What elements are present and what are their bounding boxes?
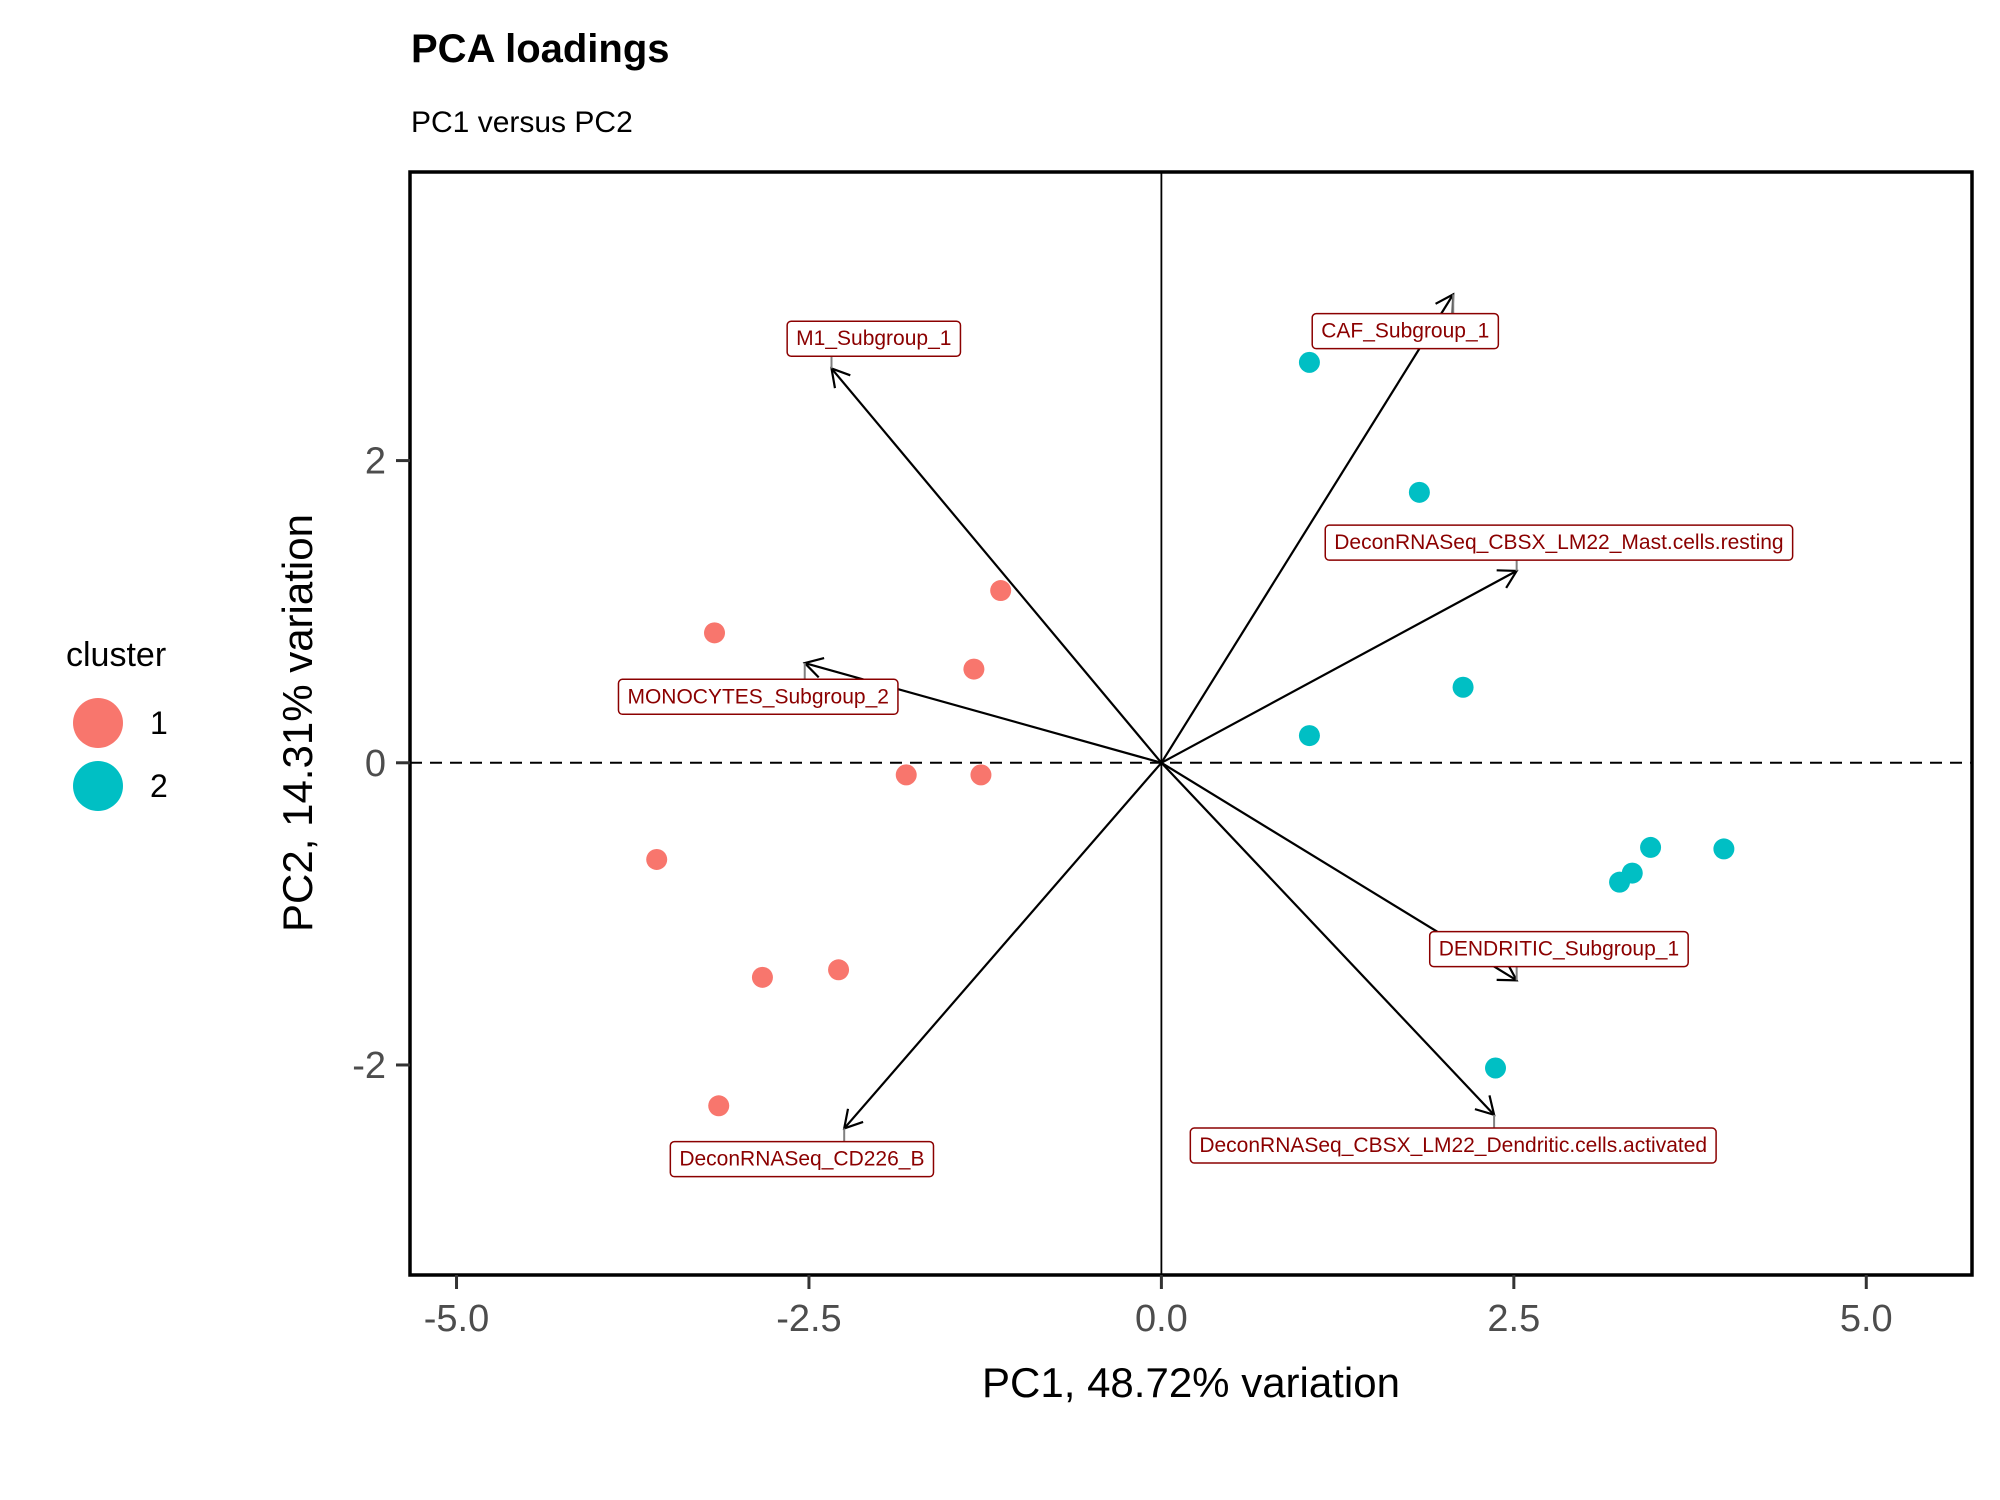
loading-label: DeconRNASeq_CD226_B xyxy=(669,1128,935,1178)
loading-label: M1_Subgroup_1 xyxy=(786,320,962,369)
chart-subtitle: PC1 versus PC2 xyxy=(411,106,633,139)
loading-labels: M1_Subgroup_1 CAF_Subgroup_1 DeconRNASeq_C… xyxy=(617,294,1794,1178)
cluster-1-point xyxy=(895,764,917,786)
loading-arrow-line xyxy=(1160,293,1455,764)
legend-key-2 xyxy=(73,761,123,811)
loading-label-text: DeconRNASeq_CBSX_LM22_Dendritic.cells.ac… xyxy=(1199,1134,1707,1157)
cluster-2-point xyxy=(1298,725,1320,747)
loading-arrow-line xyxy=(1160,762,1495,1116)
cluster-2-point xyxy=(1485,1057,1507,1079)
loading-label-text: DENDRITIC_Subgroup_1 xyxy=(1439,938,1679,961)
cluster-2-point xyxy=(1640,836,1662,858)
plot-panel xyxy=(410,172,1972,1275)
cluster-2-point xyxy=(1713,838,1735,860)
x-tick-label: 2.5 xyxy=(1487,1298,1540,1340)
y-axis: -2 0 2 xyxy=(352,441,410,1087)
loading-arrow-line xyxy=(830,367,1163,764)
y-axis-title: PC2, 14.31% variation xyxy=(274,514,321,932)
cluster-2-point xyxy=(1408,481,1430,503)
reference-lines xyxy=(410,172,1972,1275)
cluster-2-point xyxy=(1609,871,1631,893)
x-tick-label: 0.0 xyxy=(1135,1298,1188,1340)
x-axis-title: PC1, 48.72% variation xyxy=(982,1359,1400,1406)
loading-label: DeconRNASeq_CBSX_LM22_Dendritic.cells.ac… xyxy=(1189,1114,1717,1164)
chart-title: PCA loadings xyxy=(411,27,670,71)
legend: cluster 1 2 xyxy=(66,636,168,811)
cluster-1-point xyxy=(963,658,985,680)
cluster-1-point xyxy=(828,959,850,981)
loading-label: DENDRITIC_Subgroup_1 xyxy=(1428,930,1689,981)
label-box xyxy=(786,320,962,357)
y-tick-label: 0 xyxy=(365,743,386,785)
label-box xyxy=(1324,524,1794,561)
cluster-1-point xyxy=(990,580,1012,602)
cluster-1-point xyxy=(704,622,726,644)
x-tick-label: 5.0 xyxy=(1840,1298,1893,1340)
label-box xyxy=(669,1140,935,1178)
label-box xyxy=(1428,930,1689,968)
legend-label-2: 2 xyxy=(150,768,168,804)
cluster-2-point xyxy=(1298,351,1320,373)
loading-arrow-line xyxy=(843,762,1163,1130)
legend-label-1: 1 xyxy=(150,705,168,741)
label-box xyxy=(617,678,899,716)
cluster-2-point xyxy=(1452,676,1474,698)
legend-title: cluster xyxy=(66,636,166,674)
loading-label-text: DeconRNASeq_CD226_B xyxy=(679,1148,924,1171)
y-tick-label: -2 xyxy=(352,1045,386,1087)
cluster-1-point xyxy=(708,1095,730,1117)
cluster-1-point xyxy=(751,966,773,988)
loading-arrow-line xyxy=(1160,569,1518,764)
loading-label: CAF_Subgroup_1 xyxy=(1311,294,1500,350)
cluster-1-point xyxy=(970,764,992,786)
legend-key-1 xyxy=(73,698,123,748)
cluster-1-point xyxy=(646,848,668,870)
loading-label-text: M1_Subgroup_1 xyxy=(796,327,951,350)
x-axis: -5.0 -2.5 0.0 2.5 5.0 xyxy=(424,1275,1893,1340)
y-tick-label: 2 xyxy=(365,441,386,483)
label-box xyxy=(1311,312,1500,350)
loading-label-text: DeconRNASeq_CBSX_LM22_Mast.cells.resting xyxy=(1334,531,1783,554)
loading-label: DeconRNASeq_CBSX_LM22_Mast.cells.resting xyxy=(1324,524,1794,571)
label-box xyxy=(1189,1127,1717,1164)
loading-label: MONOCYTES_Subgroup_2 xyxy=(617,663,899,716)
plot-border xyxy=(408,170,1974,1277)
x-tick-label: -2.5 xyxy=(776,1298,841,1340)
x-tick-label: -5.0 xyxy=(424,1298,489,1340)
loading-label-text: MONOCYTES_Subgroup_2 xyxy=(627,685,888,708)
loading-label-text: CAF_Subgroup_1 xyxy=(1321,320,1489,343)
